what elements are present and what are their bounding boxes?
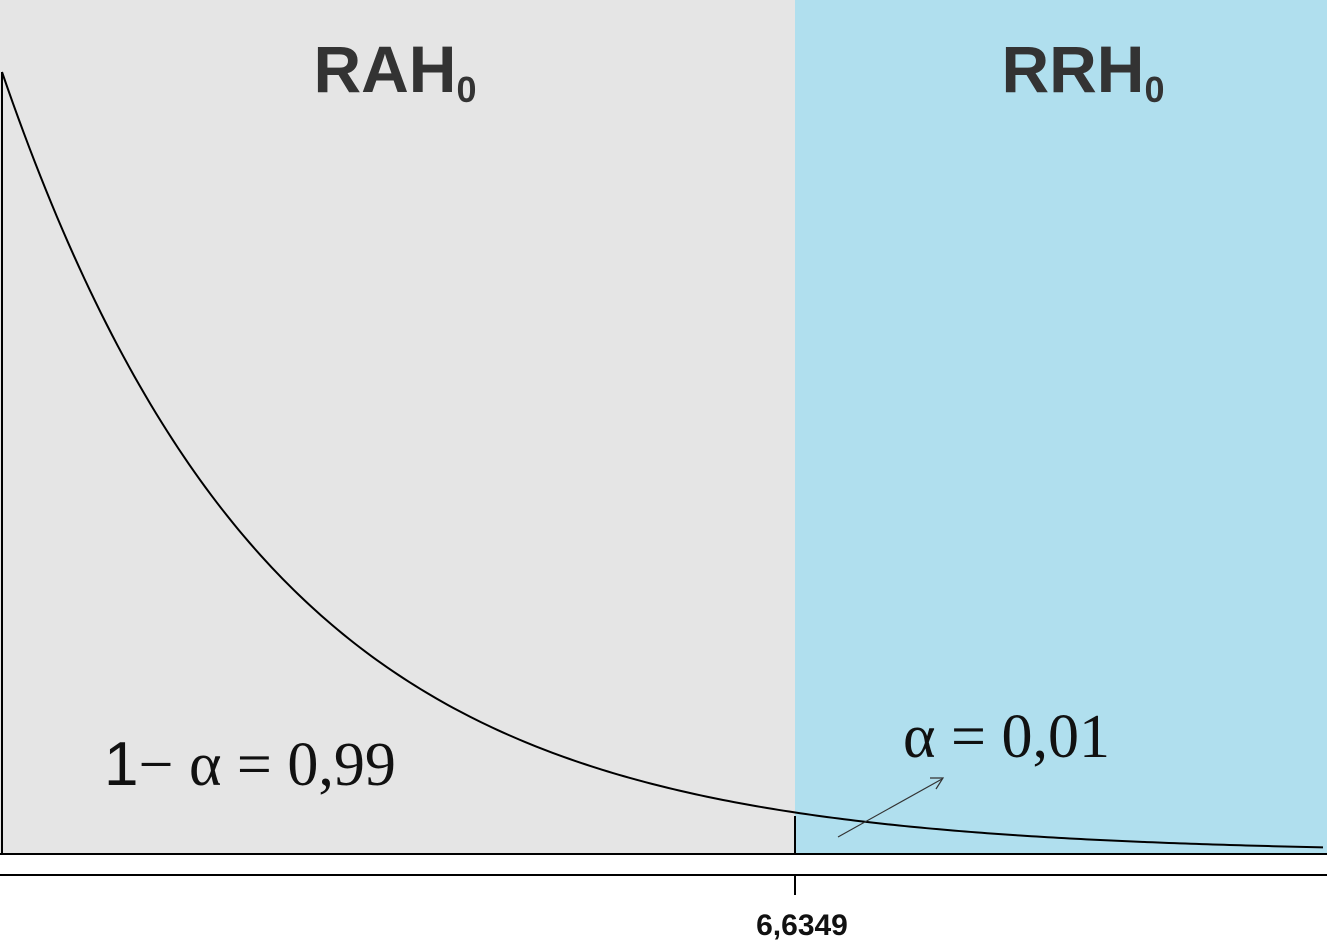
acceptance-region-label: RAH0 [313, 32, 476, 110]
density-curve [1, 71, 1324, 849]
alpha-pointer-arrowhead [930, 777, 945, 790]
rejection-region-subscript: 0 [1144, 69, 1164, 110]
acceptance-probability-label: 1− α = 0,99 [104, 730, 396, 799]
rejection-probability-label: α = 0,01 [903, 703, 1110, 771]
acceptance-region-subscript: 0 [456, 69, 476, 110]
rejection-region-background [795, 0, 1327, 855]
acceptance-probability-expression: − α = 0,99 [138, 731, 395, 799]
rejection-region-name: RRH [1001, 32, 1144, 106]
rejection-region-label: RRH0 [1001, 32, 1164, 110]
critical-value-tick-label: 6,6349 [756, 909, 848, 940]
alpha-pointer-arrow [837, 778, 943, 838]
acceptance-region-name: RAH [313, 32, 456, 106]
acceptance-region-background [0, 0, 795, 855]
acceptance-probability-one: 1 [104, 730, 138, 799]
